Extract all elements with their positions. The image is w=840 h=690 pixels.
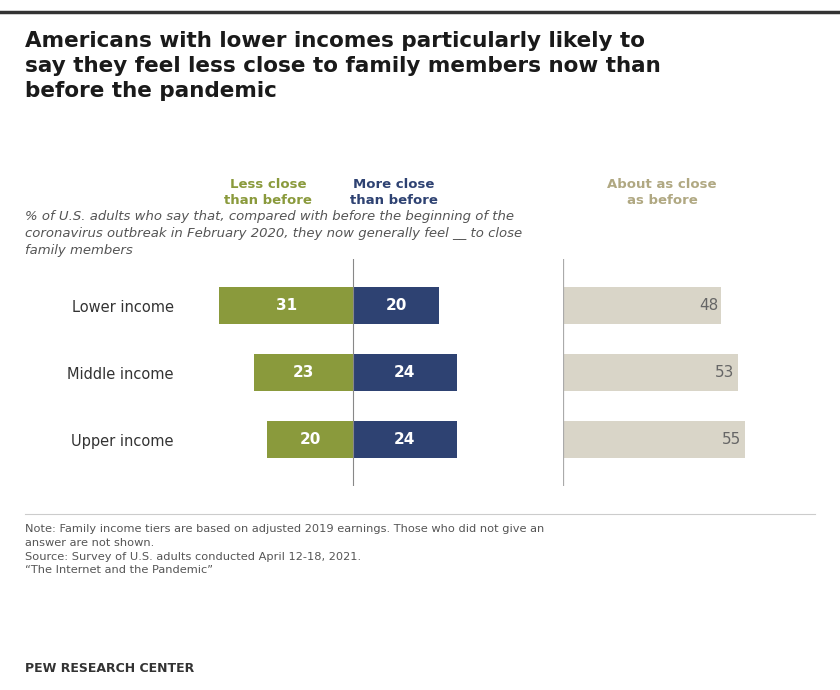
Text: 24: 24: [394, 365, 416, 380]
Text: Less close
than before: Less close than before: [224, 178, 312, 207]
Bar: [563, 354, 738, 391]
Bar: [563, 287, 722, 324]
Text: 20: 20: [386, 298, 407, 313]
Bar: [267, 421, 353, 458]
Text: 53: 53: [715, 365, 735, 380]
Text: 23: 23: [293, 365, 314, 380]
Text: 20: 20: [299, 432, 321, 447]
Bar: [353, 421, 457, 458]
Text: Americans with lower incomes particularly likely to
say they feel less close to : Americans with lower incomes particularl…: [25, 31, 661, 101]
Text: 24: 24: [394, 432, 416, 447]
Bar: [353, 287, 439, 324]
Text: 48: 48: [699, 298, 718, 313]
Text: % of U.S. adults who say that, compared with before the beginning of the
coronav: % of U.S. adults who say that, compared …: [25, 210, 522, 257]
Bar: [219, 287, 353, 324]
Text: 55: 55: [722, 432, 741, 447]
Text: PEW RESEARCH CENTER: PEW RESEARCH CENTER: [25, 662, 194, 675]
Text: More close
than before: More close than before: [350, 178, 438, 207]
Bar: [563, 421, 744, 458]
Bar: [353, 354, 457, 391]
Text: Note: Family income tiers are based on adjusted 2019 earnings. Those who did not: Note: Family income tiers are based on a…: [25, 524, 544, 575]
Bar: [254, 354, 353, 391]
Text: 31: 31: [276, 298, 297, 313]
Text: About as close
as before: About as close as before: [607, 178, 717, 207]
